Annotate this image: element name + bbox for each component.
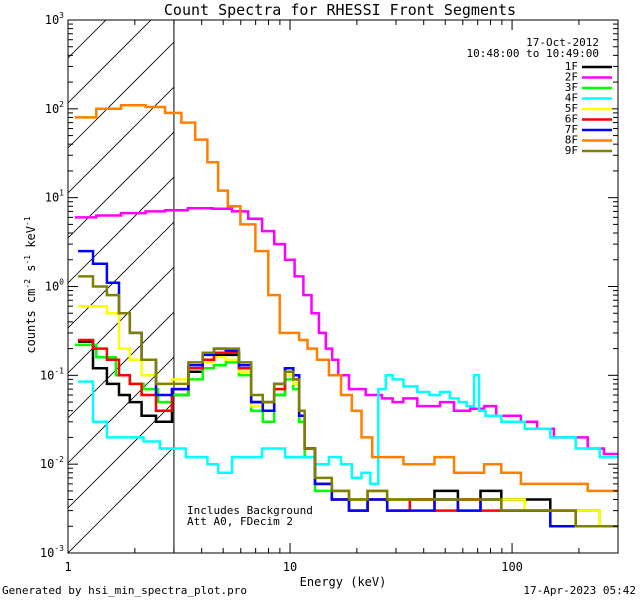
date-label: 17-Oct-2012 <box>526 36 599 49</box>
y-tick-label: 103 <box>45 11 64 27</box>
y-tick-label: 10-2 <box>40 455 64 471</box>
y-axis-label-base: counts cm <box>24 289 38 354</box>
y-tick-exponent: -3 <box>54 544 64 553</box>
x-axis: 1 10 100 <box>64 20 619 574</box>
y-tick-exponent: -1 <box>54 366 64 375</box>
hatched-region <box>68 0 175 553</box>
y-tick-label: 10-3 <box>40 544 64 560</box>
series-lines <box>74 103 618 528</box>
x-tick-label: 10 <box>283 560 297 574</box>
series-8f <box>74 103 618 493</box>
hatch-line <box>68 401 175 509</box>
hatch-line <box>68 0 174 13</box>
legend-label: 7F <box>565 123 578 136</box>
y-axis-label-exp1: -2 <box>23 279 32 289</box>
y-tick-exponent: 3 <box>59 11 64 20</box>
hatch-line <box>68 20 107 59</box>
x-tick-label: 100 <box>501 560 523 574</box>
y-tick-label: 10-1 <box>40 366 64 382</box>
legend-label: 9F <box>565 144 578 157</box>
footer-timestamp: 17-Apr-2023 05:42 <box>523 584 636 597</box>
y-tick-base: 10 <box>45 191 59 205</box>
note-background: Includes Background <box>187 504 313 517</box>
y-axis-label: counts cm-2 s-1 keV-1 <box>23 216 38 353</box>
y-tick-exponent: 2 <box>59 100 64 109</box>
time-range-label: 10:48:00 to 10:49:00 <box>467 47 599 60</box>
legend-label: 1F <box>565 60 578 73</box>
y-tick-label: 100 <box>45 278 64 294</box>
hatch-line <box>68 311 175 419</box>
y-tick-base: 10 <box>40 368 54 382</box>
y-axis-label-exp3: -1 <box>23 216 32 226</box>
hatch-line <box>68 86 175 194</box>
y-tick-base: 10 <box>45 13 59 27</box>
legend-label: 5F <box>565 102 578 115</box>
hatch-line <box>68 20 152 104</box>
hatch-line <box>68 221 175 329</box>
legend-label: 3F <box>565 81 578 94</box>
y-tick-label: 101 <box>45 189 64 205</box>
y-tick-base: 10 <box>40 457 54 471</box>
hatch-line <box>68 131 175 239</box>
y-tick-base: 10 <box>45 280 59 294</box>
hatch-line <box>68 266 175 374</box>
legend-label: 8F <box>565 134 578 147</box>
y-tick-label: 102 <box>45 100 64 116</box>
footer-generated-by: Generated by hsi_min_spectra_plot.pro <box>2 584 247 597</box>
y-tick-base: 10 <box>45 102 59 116</box>
series-4f <box>78 374 618 486</box>
legend-label: 4F <box>565 92 578 105</box>
chart-title: Count Spectra for RHESSI Front Segments <box>164 1 516 19</box>
plot-frame <box>67 19 619 554</box>
y-axis-label-s: s <box>24 265 38 279</box>
hatch-line <box>68 446 175 553</box>
legend-label: 6F <box>565 113 578 126</box>
y-tick-exponent: 0 <box>59 278 64 287</box>
y-axis-label-kev: keV <box>24 226 38 255</box>
y-tick-exponent: -2 <box>54 455 64 464</box>
hatch-line <box>68 176 175 284</box>
series-9f <box>78 275 618 528</box>
y-tick-base: 10 <box>40 546 54 560</box>
hatch-line <box>68 41 175 149</box>
note-attenuator: Att A0, FDecim 2 <box>187 515 293 528</box>
y-axis-label-exp2: -1 <box>23 255 32 265</box>
y-tick-exponent: 1 <box>59 189 64 198</box>
x-tick-label: 1 <box>64 560 71 574</box>
x-axis-label: Energy (keV) <box>300 575 387 589</box>
legend-label: 2F <box>565 71 578 84</box>
